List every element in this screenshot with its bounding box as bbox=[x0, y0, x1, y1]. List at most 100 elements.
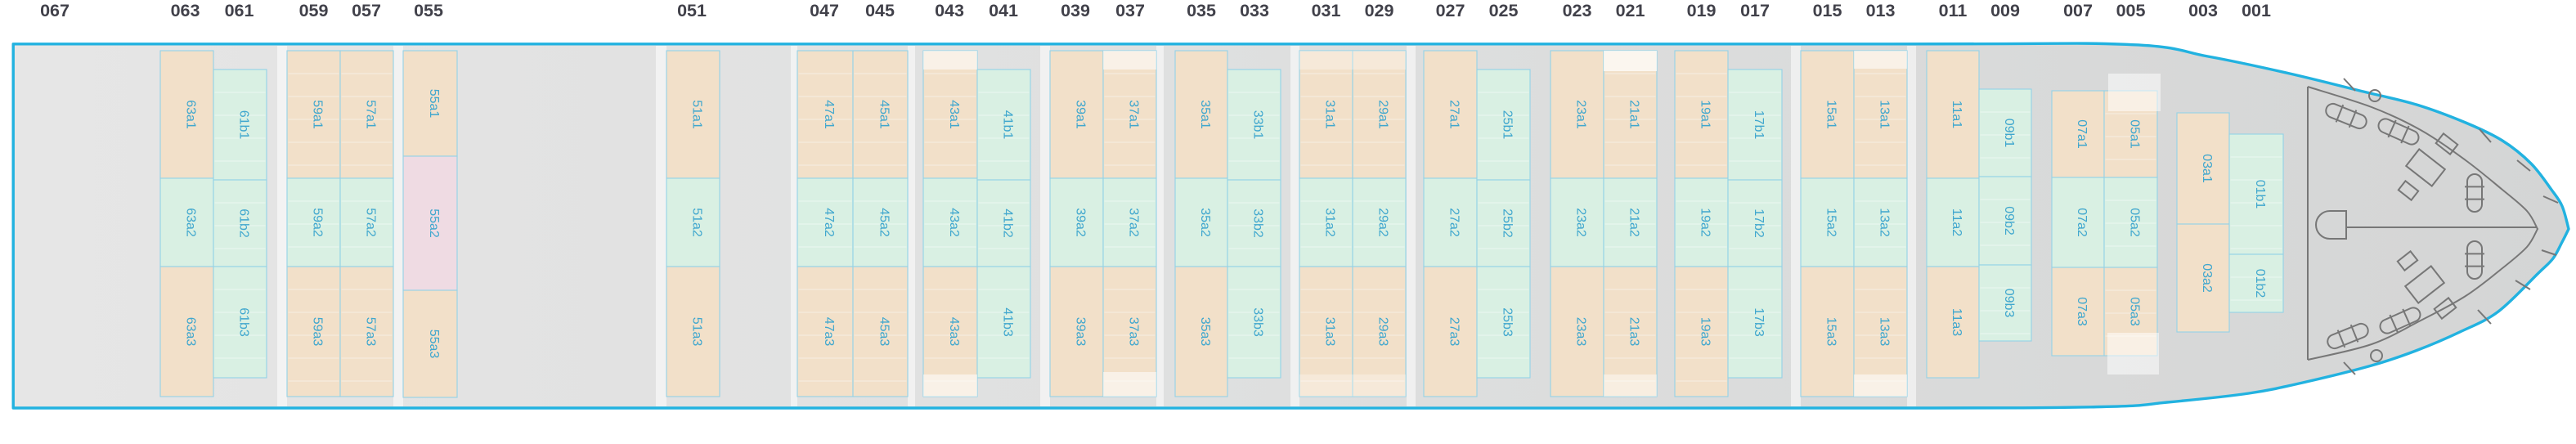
svg-text:09b2: 09b2 bbox=[2002, 206, 2016, 235]
svg-text:15a2: 15a2 bbox=[1824, 208, 1838, 237]
svg-text:005: 005 bbox=[2116, 1, 2146, 20]
svg-text:41b1: 41b1 bbox=[1001, 110, 1015, 140]
svg-text:035: 035 bbox=[1187, 1, 1216, 20]
svg-text:07a2: 07a2 bbox=[2075, 208, 2089, 237]
svg-text:05a3: 05a3 bbox=[2128, 297, 2142, 326]
svg-text:015: 015 bbox=[1813, 1, 1842, 20]
svg-text:31a3: 31a3 bbox=[1323, 317, 1337, 347]
svg-text:27a1: 27a1 bbox=[1447, 100, 1461, 129]
svg-text:11a3: 11a3 bbox=[1950, 308, 1963, 337]
svg-text:45a1: 45a1 bbox=[877, 100, 891, 129]
svg-text:59a3: 59a3 bbox=[311, 317, 325, 347]
svg-text:33b2: 33b2 bbox=[1251, 209, 1265, 238]
svg-text:47a1: 47a1 bbox=[822, 100, 836, 129]
svg-text:47a3: 47a3 bbox=[822, 317, 836, 347]
svg-text:61b2: 61b2 bbox=[237, 209, 251, 238]
svg-text:05a1: 05a1 bbox=[2128, 119, 2142, 149]
svg-text:39a1: 39a1 bbox=[1074, 100, 1088, 129]
svg-text:07a1: 07a1 bbox=[2075, 119, 2089, 149]
svg-text:017: 017 bbox=[1740, 1, 1770, 20]
svg-text:027: 027 bbox=[1436, 1, 1465, 20]
svg-text:19a1: 19a1 bbox=[1699, 100, 1712, 129]
svg-text:25b1: 25b1 bbox=[1501, 110, 1515, 140]
svg-text:51a2: 51a2 bbox=[690, 208, 704, 237]
svg-text:57a2: 57a2 bbox=[364, 208, 378, 237]
svg-text:023: 023 bbox=[1563, 1, 1592, 20]
svg-text:03a1: 03a1 bbox=[2200, 154, 2214, 183]
svg-text:009: 009 bbox=[1990, 1, 2020, 20]
svg-text:031: 031 bbox=[1312, 1, 1341, 20]
svg-text:25b3: 25b3 bbox=[1501, 307, 1515, 337]
svg-text:27a3: 27a3 bbox=[1447, 317, 1461, 347]
svg-text:05a2: 05a2 bbox=[2128, 208, 2142, 237]
svg-text:17b2: 17b2 bbox=[1752, 209, 1766, 238]
svg-text:29a2: 29a2 bbox=[1376, 208, 1390, 237]
svg-text:01b1: 01b1 bbox=[2253, 180, 2267, 209]
svg-text:61b1: 61b1 bbox=[237, 110, 251, 140]
svg-text:21a3: 21a3 bbox=[1627, 317, 1641, 347]
svg-text:09b3: 09b3 bbox=[2002, 289, 2016, 318]
svg-text:045: 045 bbox=[865, 1, 895, 20]
svg-text:041: 041 bbox=[989, 1, 1018, 20]
svg-text:35a1: 35a1 bbox=[1198, 100, 1212, 129]
svg-text:01b2: 01b2 bbox=[2253, 269, 2267, 298]
svg-text:11a2: 11a2 bbox=[1950, 209, 1963, 237]
svg-text:43a1: 43a1 bbox=[947, 100, 961, 129]
svg-text:39a3: 39a3 bbox=[1074, 317, 1088, 347]
svg-text:23a2: 23a2 bbox=[1574, 208, 1588, 237]
svg-text:03a2: 03a2 bbox=[2200, 263, 2214, 293]
svg-text:051: 051 bbox=[677, 1, 707, 20]
svg-text:55a3: 55a3 bbox=[427, 330, 441, 359]
svg-text:15a3: 15a3 bbox=[1824, 317, 1838, 347]
svg-text:17b1: 17b1 bbox=[1752, 110, 1766, 140]
svg-text:37a3: 37a3 bbox=[1127, 317, 1141, 347]
svg-text:029: 029 bbox=[1365, 1, 1394, 20]
svg-text:039: 039 bbox=[1061, 1, 1090, 20]
svg-text:45a3: 45a3 bbox=[877, 317, 891, 347]
svg-text:43a3: 43a3 bbox=[947, 317, 961, 347]
svg-text:033: 033 bbox=[1240, 1, 1269, 20]
svg-text:57a3: 57a3 bbox=[364, 317, 378, 347]
svg-text:021: 021 bbox=[1616, 1, 1645, 20]
svg-text:15a1: 15a1 bbox=[1824, 100, 1838, 129]
svg-text:31a2: 31a2 bbox=[1323, 208, 1337, 237]
svg-text:011: 011 bbox=[1939, 1, 1968, 20]
svg-text:51a1: 51a1 bbox=[690, 100, 704, 129]
svg-text:003: 003 bbox=[2188, 1, 2218, 20]
svg-text:63a3: 63a3 bbox=[184, 317, 198, 347]
svg-text:45a2: 45a2 bbox=[877, 208, 891, 237]
svg-text:09b1: 09b1 bbox=[2002, 119, 2016, 148]
svg-text:41b3: 41b3 bbox=[1001, 307, 1015, 337]
svg-text:007: 007 bbox=[2063, 1, 2093, 20]
svg-text:37a2: 37a2 bbox=[1127, 208, 1141, 237]
svg-text:61b3: 61b3 bbox=[237, 307, 251, 337]
svg-text:35a3: 35a3 bbox=[1198, 317, 1212, 347]
svg-text:19a2: 19a2 bbox=[1699, 208, 1712, 237]
svg-text:27a2: 27a2 bbox=[1447, 208, 1461, 237]
svg-text:13a1: 13a1 bbox=[1878, 100, 1892, 129]
svg-text:19a3: 19a3 bbox=[1699, 317, 1712, 347]
svg-text:019: 019 bbox=[1687, 1, 1717, 20]
svg-text:29a1: 29a1 bbox=[1376, 100, 1390, 129]
svg-text:47a2: 47a2 bbox=[822, 208, 836, 237]
svg-text:63a1: 63a1 bbox=[184, 100, 198, 129]
svg-text:25b2: 25b2 bbox=[1501, 209, 1515, 238]
svg-text:17b3: 17b3 bbox=[1752, 307, 1766, 337]
svg-text:37a1: 37a1 bbox=[1127, 100, 1141, 129]
svg-text:025: 025 bbox=[1489, 1, 1519, 20]
svg-text:057: 057 bbox=[352, 1, 381, 20]
svg-text:43a2: 43a2 bbox=[947, 208, 961, 237]
svg-text:33b3: 33b3 bbox=[1251, 307, 1265, 337]
svg-text:001: 001 bbox=[2242, 1, 2271, 20]
svg-text:63a2: 63a2 bbox=[184, 208, 198, 237]
svg-text:59a1: 59a1 bbox=[311, 100, 325, 129]
svg-text:043: 043 bbox=[935, 1, 964, 20]
svg-text:29a3: 29a3 bbox=[1376, 317, 1390, 347]
svg-text:51a3: 51a3 bbox=[690, 317, 704, 347]
svg-text:21a2: 21a2 bbox=[1627, 208, 1641, 237]
svg-text:21a1: 21a1 bbox=[1627, 100, 1641, 129]
svg-text:39a2: 39a2 bbox=[1074, 208, 1088, 237]
svg-text:23a3: 23a3 bbox=[1574, 317, 1588, 347]
svg-text:55a2: 55a2 bbox=[427, 209, 441, 238]
svg-text:055: 055 bbox=[414, 1, 443, 20]
